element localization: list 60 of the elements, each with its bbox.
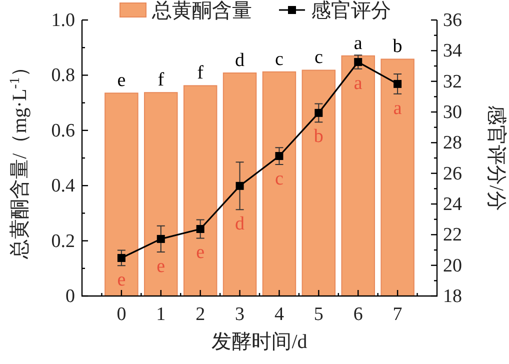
data-label: e: [117, 270, 126, 291]
data-label: f: [197, 62, 204, 84]
y2-tick-label: 18: [443, 286, 462, 307]
y2-tick-label: 30: [443, 102, 462, 123]
x-tick-label: 6: [353, 304, 363, 325]
bar: [262, 71, 296, 296]
bar: [183, 85, 218, 296]
legend-label: 感官评分: [311, 0, 391, 22]
y-tick-label: 0.2: [51, 230, 75, 252]
data-label: a: [354, 72, 363, 94]
bar: [302, 70, 336, 296]
y2-tick-label: 34: [443, 40, 462, 62]
data-label: a: [354, 32, 363, 54]
y2-tick-label: 32: [443, 71, 462, 92]
x-tick-label: 7: [392, 304, 402, 325]
y-tick-label: 0.6: [51, 120, 75, 142]
y-tick-label: 0.8: [51, 65, 75, 86]
point: [314, 108, 323, 117]
data-label: d: [235, 214, 246, 235]
data-label: e: [117, 70, 126, 92]
y2-tick-label: 26: [443, 163, 462, 184]
data-label: d: [235, 50, 246, 71]
legend-label: 总黄酮含量: [151, 0, 252, 22]
y2-tick-label: 22: [443, 224, 462, 246]
x-tick-label: 2: [196, 304, 206, 325]
data-label: e: [196, 242, 205, 264]
point: [354, 58, 362, 66]
point: [275, 152, 284, 160]
x-tick-label: 1: [156, 304, 166, 325]
y-tick-label: 0: [66, 286, 75, 307]
data-label: a: [393, 98, 402, 119]
x-tick-label: 5: [314, 304, 324, 325]
bar: [380, 58, 414, 296]
x-axis-title: 发酵时间/d: [212, 331, 308, 353]
point: [196, 224, 204, 233]
point: [236, 182, 244, 190]
y2-tick-label: 20: [443, 255, 462, 276]
y-tick-label: 0.4: [51, 176, 76, 197]
bar: [104, 92, 138, 296]
y2-tick-label: 36: [443, 10, 462, 31]
data-label: b: [392, 36, 402, 58]
point: [117, 254, 126, 262]
data-label: f: [158, 70, 165, 91]
y-tick-label: 1.0: [51, 10, 75, 31]
data-label: c: [275, 168, 284, 190]
data-label: e: [156, 256, 166, 277]
y2-axis-title: 感官评分/分: [485, 105, 508, 211]
bar: [341, 55, 375, 296]
x-tick-label: 4: [274, 304, 284, 325]
x-tick-label: 3: [235, 304, 245, 325]
bar: [144, 92, 178, 296]
bar: [222, 72, 257, 296]
data-label: c: [314, 47, 323, 68]
point: [156, 234, 165, 243]
data-label: b: [314, 126, 324, 148]
y2-tick-label: 24: [443, 194, 462, 215]
point: [394, 80, 402, 88]
data-label: c: [275, 48, 284, 70]
y2-tick-label: 28: [443, 132, 462, 154]
x-tick-label: 0: [116, 304, 126, 325]
